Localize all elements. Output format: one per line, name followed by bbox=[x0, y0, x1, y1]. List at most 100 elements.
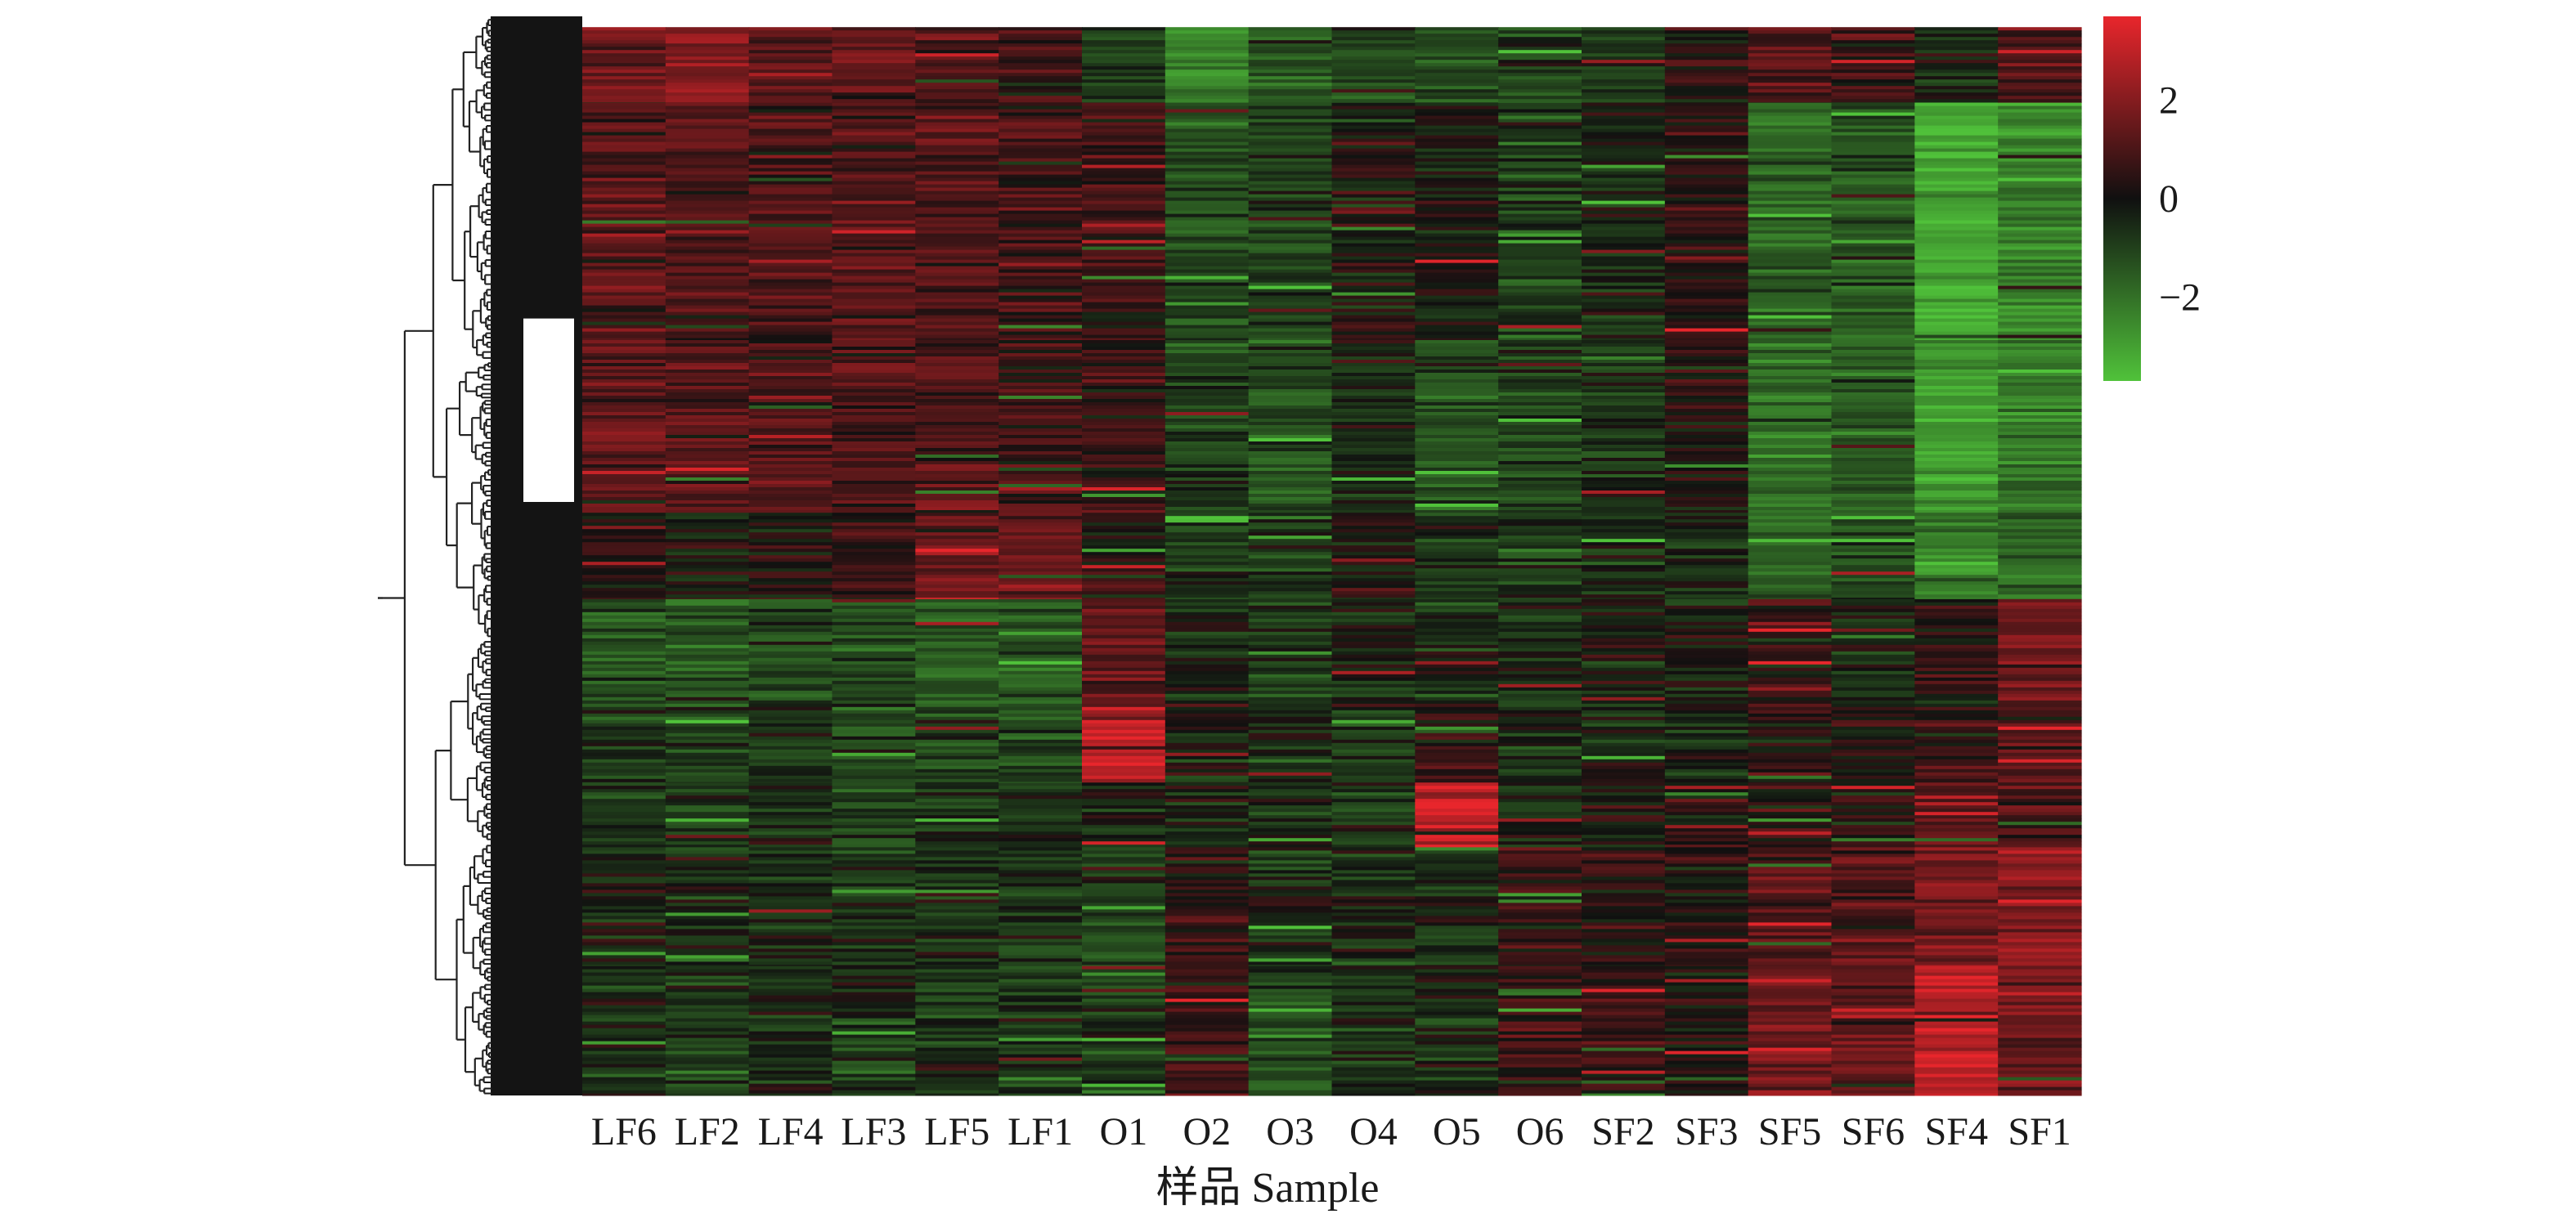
heatmap-cell bbox=[1165, 746, 1250, 750]
heatmap-cell bbox=[748, 497, 833, 501]
heatmap-cell bbox=[748, 615, 833, 620]
heatmap-cell bbox=[1248, 60, 1333, 64]
heatmap-cell bbox=[582, 690, 666, 695]
heatmap-cell bbox=[1664, 79, 1749, 83]
heatmap-cell bbox=[1248, 379, 1333, 383]
heatmap-cell bbox=[1415, 555, 1499, 559]
heatmap-cell bbox=[665, 680, 750, 685]
heatmap-cell bbox=[915, 778, 999, 783]
heatmap-cell bbox=[748, 893, 833, 897]
heatmap-cell bbox=[1415, 706, 1499, 711]
heatmap-cell bbox=[582, 612, 666, 616]
heatmap-cell bbox=[748, 468, 833, 472]
heatmap-cell bbox=[1165, 786, 1250, 790]
heatmap-cell bbox=[1582, 34, 1666, 38]
heatmap-cell bbox=[1582, 207, 1666, 212]
heatmap-cell bbox=[1248, 249, 1333, 254]
heatmap-cell bbox=[1331, 174, 1416, 179]
heatmap-cell bbox=[1248, 786, 1333, 790]
heatmap-cell bbox=[1415, 240, 1499, 244]
heatmap-cell bbox=[1248, 112, 1333, 117]
heatmap-cell bbox=[1582, 995, 1666, 1000]
heatmap-cell bbox=[832, 1093, 916, 1096]
heatmap-cell bbox=[1165, 289, 1250, 293]
heatmap-cell bbox=[582, 677, 666, 682]
heatmap-cell bbox=[1415, 641, 1499, 646]
heatmap-cell bbox=[1248, 491, 1333, 495]
heatmap-cell bbox=[915, 40, 999, 44]
heatmap-cell bbox=[1582, 952, 1666, 956]
heatmap-cell bbox=[1498, 477, 1582, 482]
heatmap-cell bbox=[665, 360, 750, 364]
heatmap-cell bbox=[915, 334, 999, 339]
heatmap-cell bbox=[1248, 177, 1333, 182]
heatmap-cell bbox=[1331, 109, 1416, 114]
heatmap-cell bbox=[748, 474, 833, 478]
heatmap-cell bbox=[1415, 612, 1499, 616]
heatmap-cell bbox=[1248, 174, 1333, 179]
heatmap-cell bbox=[1165, 491, 1250, 495]
heatmap-cell bbox=[665, 1018, 750, 1023]
heatmap-cell bbox=[665, 40, 750, 44]
heatmap-cell bbox=[1082, 269, 1166, 274]
heatmap-cell bbox=[1582, 965, 1666, 970]
heatmap-cell bbox=[582, 200, 666, 205]
heatmap-cell bbox=[665, 96, 750, 100]
heatmap-cell bbox=[582, 775, 666, 780]
heatmap-cell bbox=[915, 69, 999, 74]
heatmap-cell bbox=[665, 545, 750, 549]
heatmap-cell bbox=[1582, 581, 1666, 585]
heatmap-cell bbox=[748, 328, 833, 333]
heatmap-cell bbox=[1248, 471, 1333, 475]
heatmap-cell bbox=[582, 282, 666, 287]
heatmap-cell bbox=[1415, 615, 1499, 620]
heatmap-cell bbox=[1248, 759, 1333, 764]
heatmap-cell bbox=[665, 906, 750, 910]
heatmap-cell bbox=[665, 732, 750, 737]
heatmap-cell bbox=[999, 880, 1083, 884]
heatmap-cell bbox=[999, 269, 1083, 274]
heatmap-cell bbox=[1415, 461, 1499, 465]
heatmap-cell bbox=[915, 356, 999, 361]
heatmap-cell bbox=[1082, 279, 1166, 284]
heatmap-cell bbox=[1082, 961, 1166, 965]
heatmap-cell bbox=[1582, 906, 1666, 910]
heatmap-cell bbox=[1165, 1031, 1250, 1036]
heatmap-cell bbox=[1582, 958, 1666, 962]
heatmap-cell bbox=[1498, 184, 1582, 189]
heatmap-cell bbox=[748, 886, 833, 890]
heatmap-cell bbox=[1248, 693, 1333, 698]
heatmap-cell bbox=[999, 805, 1083, 809]
heatmap-cell bbox=[1582, 942, 1666, 946]
heatmap-cell bbox=[665, 302, 750, 307]
heatmap-cell bbox=[1082, 448, 1166, 452]
heatmap-cell bbox=[999, 847, 1083, 851]
heatmap-cell bbox=[1582, 210, 1666, 215]
heatmap-cell bbox=[999, 210, 1083, 215]
heatmap-cell bbox=[1165, 1073, 1250, 1078]
heatmap-cell bbox=[1582, 568, 1666, 572]
heatmap-cell bbox=[1248, 631, 1333, 636]
heatmap-cell bbox=[1331, 625, 1416, 629]
heatmap-cell bbox=[1248, 181, 1333, 186]
heatmap-cell bbox=[582, 870, 666, 874]
heatmap-cell bbox=[1165, 651, 1250, 656]
heatmap-cell bbox=[1415, 471, 1499, 475]
heatmap-cell bbox=[1082, 641, 1166, 646]
heatmap-cell bbox=[1331, 545, 1416, 549]
heatmap-cell bbox=[1082, 549, 1166, 553]
heatmap-cell bbox=[1498, 428, 1582, 432]
heatmap-cell bbox=[1582, 37, 1666, 41]
heatmap-cell bbox=[1331, 1018, 1416, 1023]
heatmap-cell bbox=[1415, 552, 1499, 556]
heatmap-cell bbox=[999, 948, 1083, 952]
heatmap-cell bbox=[582, 1031, 666, 1036]
heatmap-cell bbox=[665, 47, 750, 51]
heatmap-cell bbox=[1248, 338, 1333, 341]
heatmap-cell bbox=[1331, 76, 1416, 80]
heatmap-cell bbox=[665, 922, 750, 926]
heatmap-cell bbox=[1082, 422, 1166, 426]
heatmap-cell bbox=[1331, 755, 1416, 760]
heatmap-cell bbox=[915, 932, 999, 936]
heatmap-cell bbox=[1165, 838, 1250, 842]
